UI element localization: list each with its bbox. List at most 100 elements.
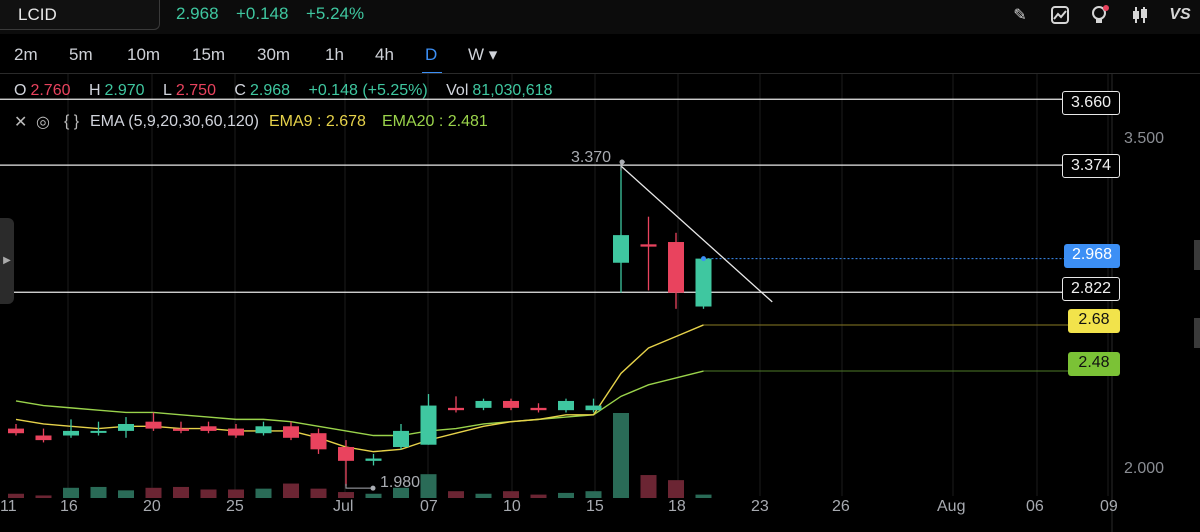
x-label: 18 — [668, 498, 686, 515]
high-marker-dot — [619, 159, 625, 165]
candle-body — [640, 244, 657, 247]
symbol-text: LCID — [18, 5, 57, 24]
low-marker-line — [345, 483, 372, 489]
candle-body — [503, 400, 519, 408]
candle-body — [338, 447, 354, 461]
open-label: O — [14, 82, 27, 99]
price-tag-ema20: 2.48 — [1068, 352, 1120, 376]
x-label: 07 — [420, 498, 438, 515]
last-price-dot — [701, 256, 706, 262]
price-tag-last: 2.968 — [1063, 244, 1120, 268]
high-label: H — [88, 82, 101, 99]
close-label: C — [234, 82, 246, 99]
candle-body — [228, 428, 244, 436]
volume-bar — [695, 494, 712, 498]
volume-bar — [585, 491, 602, 498]
axis-label-2000: 2.000 — [1124, 460, 1165, 477]
candle-body — [475, 400, 492, 408]
candles-icon[interactable] — [1120, 0, 1160, 30]
volume-bar — [365, 493, 382, 498]
volume-bar — [338, 492, 354, 498]
volume-bar — [640, 475, 657, 498]
x-label: Aug — [937, 498, 966, 515]
tab-5m[interactable]: 5m — [69, 45, 93, 64]
candle-body — [35, 435, 52, 441]
volume-bar — [393, 487, 409, 498]
volume-bar — [475, 493, 492, 498]
price-change: +0.148 — [236, 4, 289, 23]
tab-d[interactable]: D — [425, 45, 438, 64]
candle-body — [585, 405, 602, 411]
volume-bar — [8, 493, 24, 498]
tab-w[interactable]: W ▾ — [468, 45, 498, 64]
price-tag-2822[interactable]: 2.822 — [1061, 277, 1120, 301]
x-label: 11 — [0, 498, 17, 515]
timeframe-bar: 2m 5m 10m 15m 30m 1h 4h D W ▾ — [0, 40, 1200, 74]
tab-4h[interactable]: 4h — [375, 45, 394, 64]
volume-value: 81,030,618 — [472, 82, 553, 99]
indicator-legend: ✕ ◎ { } EMA (5,9,20,30,60,120) EMA9 : 2.… — [14, 112, 488, 132]
candle-body — [145, 421, 162, 429]
volume-bar — [283, 483, 299, 498]
high-value: 2.970 — [104, 82, 145, 99]
candle-body — [613, 235, 629, 263]
ema9-value: EMA9 : 2.678 — [269, 113, 366, 130]
volume-bar — [668, 480, 684, 498]
tab-10m[interactable]: 10m — [127, 45, 161, 64]
indicator-name: EMA (5,9,20,30,60,120) — [90, 113, 259, 130]
pencil-icon[interactable]: ✎ — [1013, 7, 1027, 24]
x-label: 16 — [60, 498, 78, 515]
x-label: 10 — [503, 498, 521, 515]
tab-1h[interactable]: 1h — [325, 45, 344, 64]
volume-bar — [613, 413, 629, 498]
last-price: 2.968 — [176, 4, 219, 23]
candle-body — [393, 430, 409, 448]
change-value: +0.148 (+5.25%) — [308, 82, 428, 99]
low-label: L — [163, 82, 172, 99]
volume-bar — [255, 488, 272, 498]
volume-label: Vol — [446, 82, 469, 99]
settings-icon[interactable]: { } — [64, 113, 80, 130]
volume-bar — [173, 486, 189, 498]
price-tag-ema9: 2.68 — [1068, 309, 1120, 333]
scroll-handle[interactable] — [1194, 318, 1200, 348]
open-value: 2.760 — [30, 82, 71, 99]
volume-bar — [448, 491, 464, 498]
tab-30m[interactable]: 30m — [257, 45, 291, 64]
chart-icon[interactable] — [1040, 0, 1080, 30]
x-label: 09 — [1100, 498, 1118, 515]
visibility-icon[interactable]: ◎ — [36, 114, 50, 131]
candle-body — [668, 242, 684, 293]
price-tag-3374[interactable]: 3.374 — [1061, 154, 1120, 178]
candle-body — [558, 400, 574, 411]
price-tag-3660[interactable]: 3.660 — [1061, 91, 1120, 115]
tab-15m[interactable]: 15m — [192, 45, 226, 64]
x-label: 15 — [586, 498, 604, 515]
volume-bar — [228, 489, 244, 498]
candle-body — [255, 426, 272, 434]
close-icon[interactable]: ✕ — [14, 114, 28, 131]
x-label: 25 — [226, 498, 244, 515]
axis-label-3500: 3.500 — [1124, 130, 1165, 147]
scroll-handle[interactable] — [1194, 240, 1200, 270]
side-panel-handle[interactable]: ▶ — [0, 218, 14, 304]
tab-2m[interactable]: 2m — [14, 45, 38, 64]
x-label: 20 — [143, 498, 161, 515]
x-label: 06 — [1026, 498, 1044, 515]
compare-button[interactable]: VS — [1169, 6, 1191, 23]
candle-body — [63, 430, 79, 436]
volume-bar — [200, 489, 217, 498]
volume-bar — [558, 492, 574, 498]
volume-bar — [63, 487, 79, 498]
divider — [0, 73, 1200, 74]
ohlc-legend: O 2.760 H 2.970 L 2.750 C 2.968 +0.148 (+5.2… — [14, 82, 556, 100]
lightbulb-icon[interactable] — [1080, 0, 1120, 30]
volume-bar — [420, 474, 437, 498]
symbol-input[interactable]: LCID — [0, 0, 160, 30]
volume-bar — [145, 487, 162, 498]
x-label: 23 — [751, 498, 769, 515]
price-change-pct: +5.24% — [306, 4, 365, 23]
candle-body — [530, 407, 547, 411]
ema20-value: EMA20 : 2.481 — [381, 113, 488, 130]
